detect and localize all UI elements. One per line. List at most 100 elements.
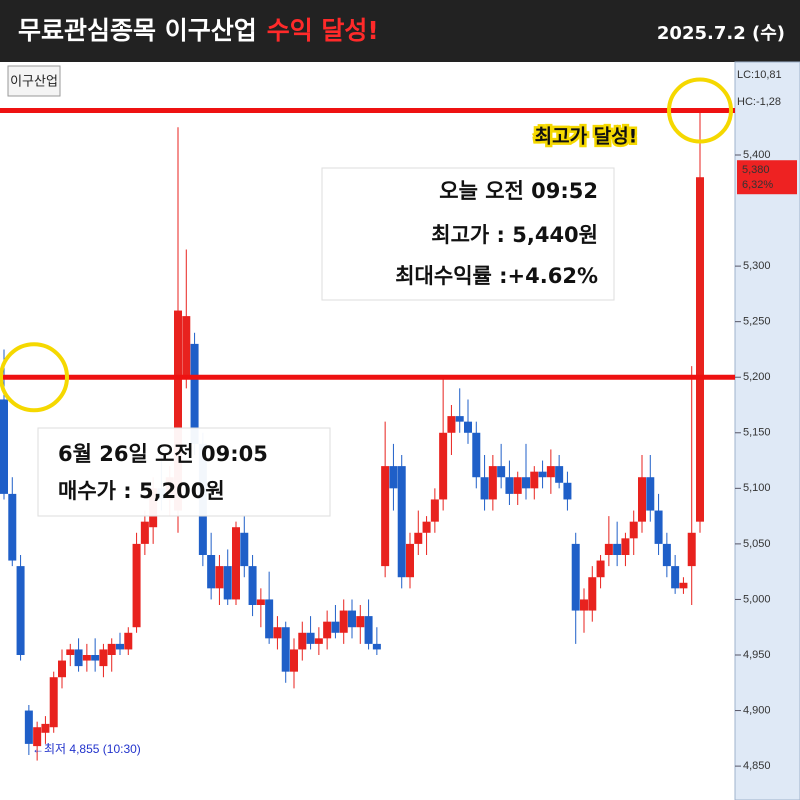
candle-body xyxy=(265,599,274,639)
candle-body xyxy=(91,655,100,661)
candle-body xyxy=(679,582,688,589)
y-tick-label: 5,150 xyxy=(743,427,771,439)
candle-body xyxy=(74,649,83,667)
candle-body xyxy=(223,566,232,600)
candle-body xyxy=(596,560,605,578)
candle-body xyxy=(256,599,265,605)
candle-body xyxy=(16,566,25,655)
candle-body xyxy=(348,610,356,628)
candle-body xyxy=(190,343,199,444)
candle-body xyxy=(124,632,133,650)
max-return: +4.62% xyxy=(508,264,598,288)
candle-body xyxy=(654,510,663,544)
candle-body xyxy=(306,632,315,644)
candle-body xyxy=(629,521,638,539)
header-title: 무료관심종목 이구산업 xyxy=(18,16,257,45)
candle-body xyxy=(281,627,290,672)
y-tick-label: 5,400 xyxy=(743,149,771,161)
candle-body xyxy=(140,521,149,544)
header-date: 2025.7.2 (수) xyxy=(657,23,785,44)
candle-body xyxy=(397,466,406,578)
candle-body xyxy=(538,471,547,478)
candle-body xyxy=(24,710,33,744)
y-tick-label: 5,300 xyxy=(743,260,771,272)
candle-body xyxy=(464,421,472,433)
candle-body xyxy=(505,477,514,494)
header-bar xyxy=(0,0,800,62)
candle-body xyxy=(82,655,91,661)
header-highlight: 수익 달성! xyxy=(267,16,379,45)
candle-body xyxy=(472,432,481,478)
candle-body xyxy=(555,466,564,483)
candle-body xyxy=(389,466,398,489)
candle-body xyxy=(248,566,257,605)
candle-body xyxy=(182,316,191,378)
candle-body xyxy=(662,543,671,567)
lc-label: LC:10,81 xyxy=(737,69,782,81)
candle-body xyxy=(49,677,58,728)
price-tag xyxy=(737,160,797,195)
candle-body xyxy=(414,532,423,544)
candle-body xyxy=(621,538,630,555)
candle-body xyxy=(33,727,42,747)
candle-body xyxy=(0,399,8,494)
candle-body xyxy=(8,493,17,561)
candle-body xyxy=(488,466,497,500)
candle-body xyxy=(638,477,646,522)
candle-body xyxy=(563,482,572,500)
candle-body xyxy=(356,616,365,628)
high-circle xyxy=(667,77,733,144)
today-line: 최고가 : 5,440원 xyxy=(431,223,598,247)
candle-body xyxy=(687,532,696,567)
buy-line: 매수가 : 5,200원 xyxy=(58,479,225,503)
candle-body xyxy=(447,416,456,433)
candle-body xyxy=(530,471,539,489)
price-tag-label: 5,380 xyxy=(742,164,770,176)
candle-body xyxy=(571,543,580,611)
candle-body xyxy=(381,466,390,567)
candle-body xyxy=(497,466,506,478)
candle-body xyxy=(546,466,555,478)
candle-body xyxy=(513,477,522,494)
hc-label: HC:-1,28 xyxy=(737,96,781,108)
candle-body xyxy=(66,649,75,655)
buy-box xyxy=(37,427,331,517)
symbol-tag-box xyxy=(7,65,61,97)
today-line: 오늘 오전 09:52 xyxy=(439,179,598,203)
symbol-tag: 이구산업 xyxy=(10,75,58,90)
change-label: 6,32% xyxy=(742,179,773,191)
candle-body xyxy=(215,566,224,589)
candle-body xyxy=(522,477,530,489)
buy-line: 6월 26일 오전 09:05 xyxy=(58,442,268,466)
today-line: 최대수익률 : xyxy=(395,264,507,288)
high-badge: 최고가 달성! xyxy=(535,126,638,148)
high-badge-bg xyxy=(516,122,656,150)
y-tick-label: 5,050 xyxy=(743,538,771,550)
candle-body xyxy=(339,610,348,633)
candle-body xyxy=(406,543,414,578)
candle-body xyxy=(696,177,704,522)
y-tick-label: 4,900 xyxy=(743,704,771,716)
candle-body xyxy=(323,621,332,639)
candle-body xyxy=(646,477,655,511)
candle-body xyxy=(99,649,108,667)
buy-circle xyxy=(0,342,69,413)
candle-body xyxy=(331,621,340,633)
candle-body xyxy=(604,543,613,555)
candle-body xyxy=(580,599,588,611)
y-tick-label: 5,100 xyxy=(743,482,771,494)
candle-body xyxy=(240,532,249,567)
candle-body xyxy=(132,543,141,628)
candle-body xyxy=(273,627,282,639)
candle-body xyxy=(41,723,50,733)
candle-body xyxy=(232,527,240,600)
y-tick-label: 4,950 xyxy=(743,649,771,661)
candle-body xyxy=(671,566,680,589)
candle-body xyxy=(588,577,597,611)
candle-body xyxy=(174,310,182,511)
candle-body xyxy=(372,643,381,650)
y-tick-label: 5,200 xyxy=(743,371,771,383)
candle-body xyxy=(207,555,216,589)
candle-body xyxy=(422,521,431,533)
